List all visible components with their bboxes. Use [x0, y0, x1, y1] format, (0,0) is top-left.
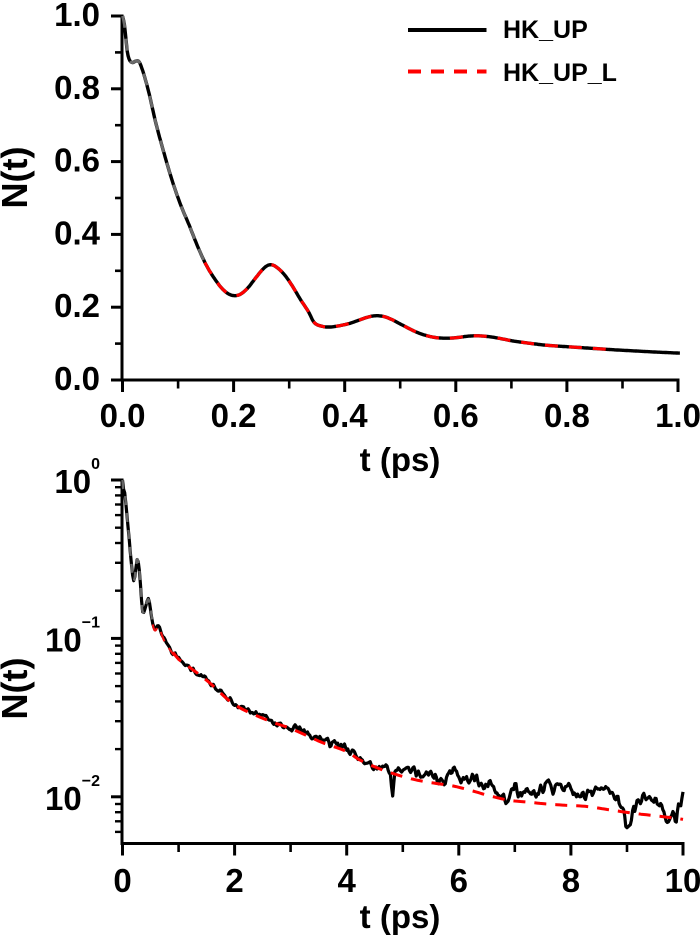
- svg-text:N(t): N(t): [0, 658, 35, 720]
- svg-text:0.8: 0.8: [544, 397, 590, 434]
- svg-text:1.0: 1.0: [655, 397, 700, 434]
- svg-text:6: 6: [450, 862, 468, 899]
- svg-text:0.6: 0.6: [54, 142, 100, 179]
- svg-text:t (ps): t (ps): [360, 898, 441, 935]
- svg-text:0.4: 0.4: [54, 214, 101, 251]
- svg-text:100: 100: [54, 456, 100, 500]
- svg-text:4: 4: [338, 862, 357, 899]
- svg-text:0: 0: [113, 862, 131, 899]
- svg-text:0.8: 0.8: [54, 69, 100, 106]
- svg-text:8: 8: [562, 862, 580, 899]
- svg-text:1.0: 1.0: [54, 0, 100, 33]
- svg-text:HK_UP_L: HK_UP_L: [503, 59, 617, 87]
- svg-text:0.6: 0.6: [433, 397, 479, 434]
- svg-text:10−2: 10−2: [45, 773, 100, 817]
- svg-text:0.0: 0.0: [100, 397, 146, 434]
- svg-text:t (ps): t (ps): [360, 441, 441, 478]
- svg-text:N(t): N(t): [0, 147, 35, 209]
- svg-text:10−1: 10−1: [45, 614, 100, 658]
- svg-text:0.4: 0.4: [322, 397, 369, 434]
- svg-text:2: 2: [225, 862, 243, 899]
- svg-text:0.2: 0.2: [54, 287, 100, 324]
- svg-text:10: 10: [665, 862, 700, 899]
- svg-text:0.2: 0.2: [211, 397, 257, 434]
- svg-text:HK_UP: HK_UP: [503, 16, 588, 44]
- svg-text:0.0: 0.0: [54, 360, 100, 397]
